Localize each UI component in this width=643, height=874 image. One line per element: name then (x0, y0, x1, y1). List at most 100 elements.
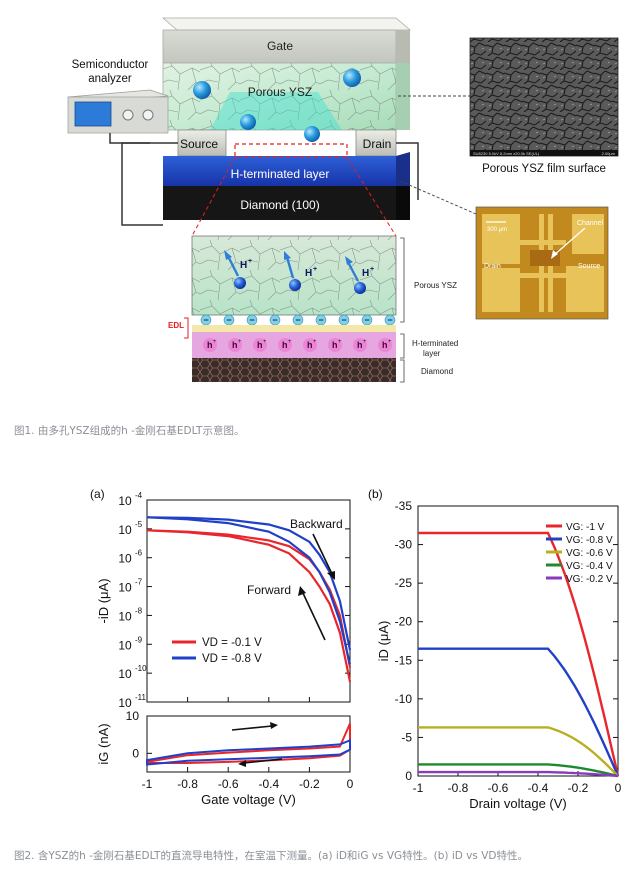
x-tick-label: -0.2 (299, 777, 320, 791)
legend-label: VG: -0.4 V (566, 561, 613, 572)
arrow-icon (346, 261, 360, 282)
minus-sign: − (203, 315, 208, 325)
y-tick-exponent: -5 (135, 520, 143, 529)
zoom-diamond (192, 358, 396, 382)
y-tick-exponent: -6 (135, 549, 143, 558)
series-line (418, 531, 620, 777)
hole-label: h (382, 340, 388, 350)
porous-ysz-label: Porous YSZ (248, 85, 312, 99)
gate-layer (162, 29, 397, 64)
y-tick-label: -5 (401, 730, 412, 744)
svg-text:+: + (388, 339, 392, 345)
source-label: Source (180, 137, 218, 151)
figure1-caption: 图1. 由多孔YSZ组成的h -金刚石基EDLT示意图。 (14, 425, 245, 437)
x-tick-label: -0.6 (218, 777, 239, 791)
svg-text:+: + (363, 339, 367, 345)
panel-b-label: (b) (368, 487, 383, 501)
legend-label: VD = -0.1 V (202, 637, 262, 649)
series-line (418, 770, 619, 778)
edl-label: EDL (168, 321, 184, 330)
y-tick-label: 10 (118, 696, 132, 710)
optical-image: 300 μm Channel Drain Source (399, 180, 609, 320)
h-terminated-label: H-terminated layer (231, 167, 330, 181)
x-axis-label: Drain voltage (V) (469, 796, 567, 811)
edl-charges: − − − − − − − − − (200, 314, 396, 326)
svg-text:+: + (313, 339, 317, 345)
y-tick-label: 0 (132, 746, 139, 760)
arrow-icon (226, 255, 240, 277)
ion-sphere (240, 114, 256, 130)
hole-label: h (307, 340, 313, 350)
optical-source-label: Source (578, 263, 600, 270)
optical-scale: 300 μm (487, 227, 507, 233)
zoom-cross-section: H + H + H + − − − − − − − − − h + h + h + h + h + h + h + h + E… (168, 235, 458, 383)
edl-band (192, 325, 396, 332)
y-tick-label: -20 (395, 615, 413, 629)
y-axis-label: -iD (μA) (96, 578, 111, 623)
y-tick-label: -10 (395, 692, 413, 706)
annotation-forward: Forward (247, 583, 291, 597)
svg-text:+: + (238, 339, 242, 345)
hole-label: h (257, 340, 263, 350)
ion-sphere (343, 69, 361, 87)
annotation-backward: Backward (290, 517, 343, 531)
sem-footer-right: 2.00μm (602, 151, 616, 156)
hole-glow (378, 338, 392, 352)
hole-label: h (232, 340, 238, 350)
y-tick-exponent: -11 (135, 693, 147, 702)
x-tick-label: -0.6 (488, 781, 509, 795)
minus-sign: − (295, 315, 300, 325)
legend-label: VG: -0.6 V (566, 548, 613, 559)
proton-label: H (240, 260, 247, 271)
channel-arrow (552, 227, 586, 257)
arrow-left-icon (243, 758, 283, 764)
zoom-diamond-label: Diamond (421, 367, 453, 376)
y-tick-label: 10 (118, 494, 132, 508)
x-tick-label: -0.8 (448, 781, 469, 795)
y-tick-label: 0 (405, 769, 412, 783)
y-tick-label: 10 (118, 581, 132, 595)
gate-label: Gate (267, 39, 293, 53)
svg-text:+: + (263, 339, 267, 345)
zoom-porous-label: Porous YSZ (414, 281, 457, 290)
plot-frame (417, 505, 619, 777)
x-tick-label: 0 (347, 777, 354, 791)
panel-a-lower: 10 0 iG (nA) -1 -0.8 -0.6 -0.4 -0.2 0 Gate voltag… (96, 709, 354, 807)
x-tick-label: -1 (413, 781, 424, 795)
drain-label: Drain (363, 137, 392, 151)
hole-label: h (282, 340, 288, 350)
hole-charges: h + h + h + h + h + h + h + h + (203, 338, 392, 352)
device-3d: Gate Porous YSZ Source Drain H-terminate… (161, 17, 412, 237)
series-line-backward (146, 529, 352, 668)
legend-label: VG: -0.2 V (566, 574, 613, 585)
y-tick-label: -15 (395, 653, 413, 667)
series-line (418, 726, 619, 777)
y-tick-exponent: -8 (135, 606, 143, 615)
y-tick-label: -25 (395, 576, 413, 590)
zoom-hlayer-label-2: layer (423, 349, 441, 358)
sem-caption: Porous YSZ film surface (482, 163, 606, 175)
svg-text:+: + (248, 258, 252, 265)
zoom-hlayer-label-1: H-terminated (412, 339, 458, 348)
minus-sign: − (249, 315, 254, 325)
minus-sign: − (226, 315, 231, 325)
y-tick-exponent: -9 (135, 635, 143, 644)
minus-sign: − (318, 315, 323, 325)
legend-label: VG: -0.8 V (566, 535, 613, 546)
analyzer-label-2: analyzer (88, 73, 132, 85)
y-tick-label: 10 (126, 709, 140, 723)
proton-label: H (362, 268, 369, 279)
svg-text:+: + (288, 339, 292, 345)
diamond-substrate (163, 186, 396, 220)
diamond-label: Diamond (100) (240, 198, 319, 212)
figure2-caption: 图2. 含YSZ的h -金刚石基EDLT的直流导电特性，在室温下测量。(a) i… (14, 850, 528, 862)
analyzer-label-1: Semiconductor (72, 59, 149, 71)
figure1-schematic: Gate Porous YSZ Source Drain H-terminate… (67, 17, 619, 383)
y-tick-label: -30 (395, 538, 413, 552)
sem-footer-left: SU8230 5.0kV 8.2mm x20.0k SE(UL) (473, 151, 540, 156)
x-tick-label: -0.2 (568, 781, 589, 795)
minus-sign: − (341, 315, 346, 325)
series-line-forward (146, 516, 352, 665)
legend-label: VD = -0.8 V (202, 653, 262, 665)
arrow-up-icon (301, 590, 326, 641)
